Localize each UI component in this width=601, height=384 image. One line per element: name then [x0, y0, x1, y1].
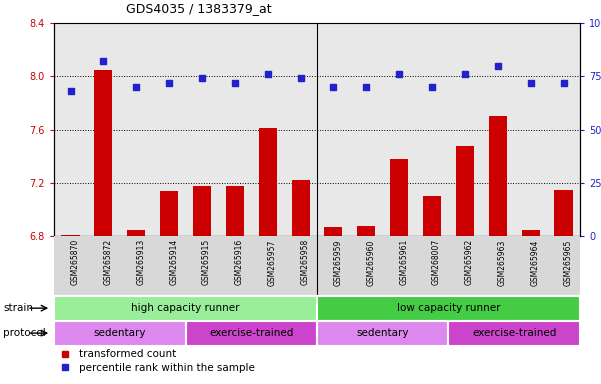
Bar [258, 128, 277, 236]
Text: GSM265964: GSM265964 [531, 239, 540, 286]
Bar [54, 321, 186, 346]
Text: GSM265957: GSM265957 [267, 239, 276, 286]
Text: strain: strain [3, 303, 33, 313]
Bar [291, 180, 310, 236]
Legend: transformed count, percentile rank within the sample: transformed count, percentile rank withi… [54, 349, 255, 372]
Text: GSM265960: GSM265960 [367, 239, 376, 286]
Bar [193, 185, 211, 236]
Bar [555, 190, 573, 236]
Text: GSM265962: GSM265962 [465, 239, 474, 285]
Point [493, 63, 502, 69]
Point [197, 75, 207, 81]
Text: GSM265872: GSM265872 [103, 239, 112, 285]
Point [329, 84, 338, 90]
Bar [317, 296, 580, 321]
Bar [61, 235, 79, 236]
Bar [390, 159, 408, 236]
Bar [94, 70, 112, 236]
Point [526, 79, 535, 86]
Text: GSM265958: GSM265958 [300, 239, 310, 285]
Bar [448, 321, 580, 346]
Bar [489, 116, 507, 236]
Text: exercise-trained: exercise-trained [209, 328, 293, 338]
Point [362, 84, 371, 90]
Bar [357, 225, 376, 236]
Point [263, 71, 272, 77]
Bar [226, 185, 244, 236]
Text: GSM265913: GSM265913 [136, 239, 145, 285]
Bar [456, 146, 474, 236]
Text: GSM265959: GSM265959 [334, 239, 343, 286]
Text: protocol: protocol [3, 328, 46, 338]
Text: GSM265961: GSM265961 [399, 239, 408, 285]
Bar [317, 321, 448, 346]
Text: GSM265965: GSM265965 [564, 239, 573, 286]
Bar [54, 296, 317, 321]
Text: sedentary: sedentary [94, 328, 146, 338]
Text: GSM265963: GSM265963 [498, 239, 507, 286]
Point [99, 58, 108, 65]
Bar [186, 321, 317, 346]
Point [164, 79, 174, 86]
Point [559, 79, 569, 86]
Point [230, 79, 240, 86]
Text: exercise-trained: exercise-trained [472, 328, 557, 338]
Point [296, 75, 305, 81]
Text: GSM268007: GSM268007 [432, 239, 441, 285]
Point [132, 84, 141, 90]
Text: GSM265914: GSM265914 [169, 239, 178, 285]
Text: GSM265870: GSM265870 [70, 239, 79, 285]
Bar [522, 230, 540, 236]
Text: low capacity runner: low capacity runner [397, 303, 500, 313]
Point [66, 88, 75, 94]
Bar [160, 191, 178, 236]
Bar [127, 230, 145, 236]
Point [427, 84, 437, 90]
Text: GSM265916: GSM265916 [235, 239, 244, 285]
Text: sedentary: sedentary [356, 328, 409, 338]
Bar [423, 196, 441, 236]
Point [394, 71, 404, 77]
Text: high capacity runner: high capacity runner [131, 303, 240, 313]
Bar [325, 227, 343, 236]
Point [460, 71, 470, 77]
Text: GSM265915: GSM265915 [202, 239, 211, 285]
Text: GDS4035 / 1383379_at: GDS4035 / 1383379_at [126, 2, 272, 15]
